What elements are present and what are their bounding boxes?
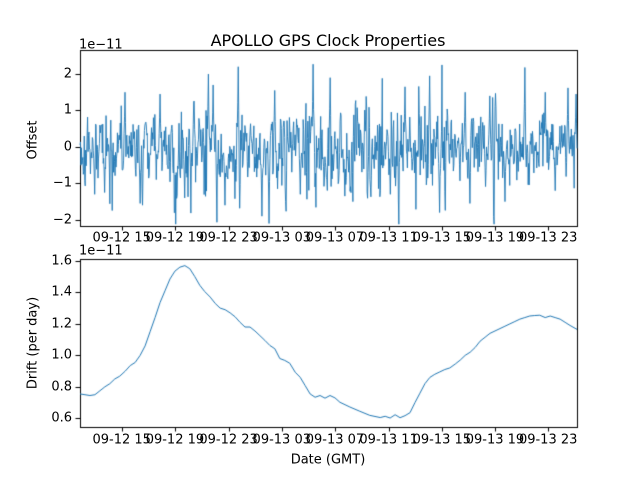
x-tick-label: 09-12 23 bbox=[199, 432, 258, 447]
x-tick-label: 09-12 19 bbox=[145, 230, 205, 246]
y-tick-label: −2 bbox=[52, 212, 72, 228]
y-tick-label: 0.8 bbox=[51, 379, 72, 395]
offset-scale-exponent-label: 1e−11 bbox=[79, 37, 123, 53]
y-tick-label: 1.0 bbox=[51, 347, 72, 363]
x-tick-label: 09-12 15 bbox=[92, 432, 151, 447]
drift-y-axis-label: Drift (per day) bbox=[25, 296, 41, 390]
x-tick-label: 09-13 23 bbox=[518, 432, 578, 447]
x-tick-label: 09-13 03 bbox=[252, 230, 312, 246]
x-tick-label: 09-13 19 bbox=[465, 230, 525, 246]
x-tick-label: 09-12 23 bbox=[199, 230, 258, 246]
x-tick-label: 09-13 03 bbox=[252, 432, 312, 447]
x-tick-label: 09-13 11 bbox=[359, 432, 418, 447]
y-tick-label: −1 bbox=[52, 175, 72, 191]
x-tick-label: 09-13 11 bbox=[359, 230, 418, 246]
y-tick-label: 2 bbox=[63, 66, 72, 82]
y-tick-label: 1.2 bbox=[51, 316, 72, 332]
x-tick-label: 09-12 15 bbox=[92, 230, 151, 246]
x-axis-label: Date (GMT) bbox=[290, 452, 366, 468]
y-tick-label: 0 bbox=[63, 139, 72, 155]
offset-y-axis-label: Offset bbox=[25, 120, 41, 160]
y-tick-label: 1.4 bbox=[51, 284, 72, 300]
x-tick-label: 09-13 15 bbox=[412, 432, 472, 447]
x-tick-label: 09-13 07 bbox=[305, 230, 365, 246]
x-tick-label: 09-13 15 bbox=[412, 230, 472, 246]
x-tick-label: 09-13 07 bbox=[305, 432, 365, 447]
x-tick-label: 09-13 23 bbox=[518, 230, 578, 246]
drift-scale-exponent-label: 1e−11 bbox=[79, 243, 123, 259]
y-tick-label: 0.6 bbox=[51, 410, 72, 426]
y-tick-label: 1.6 bbox=[51, 253, 72, 269]
chart-title: APOLLO GPS Clock Properties bbox=[210, 31, 446, 50]
y-tick-label: 1 bbox=[63, 102, 72, 118]
x-tick-label: 09-13 19 bbox=[465, 432, 525, 447]
x-tick-label: 09-12 19 bbox=[145, 432, 205, 447]
